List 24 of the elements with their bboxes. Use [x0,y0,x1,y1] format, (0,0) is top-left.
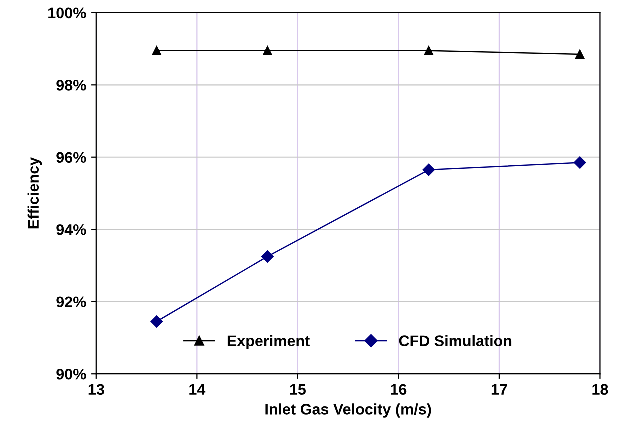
x-tick-label: 18 [592,384,608,396]
point [150,316,163,328]
point [422,164,436,176]
point [263,46,272,56]
point [152,46,162,56]
y-tick-label: 96% [56,152,86,164]
y-tick-label: 94% [56,224,86,236]
point [262,250,274,263]
x-tick-label: 15 [290,384,306,396]
y-tick-label: 90% [56,368,86,380]
x-tick-label: 13 [88,384,104,396]
y-axis-title: Efficiency [28,157,42,229]
y-tick-label: 100% [48,8,86,19]
x-tick-label: 16 [391,384,407,396]
point [576,50,585,59]
x-tick-label: 17 [492,384,508,395]
point [424,46,434,56]
point [574,156,586,169]
y-tick-label: 98% [56,80,86,91]
legend-label: CFD Simulation [399,335,512,346]
x-axis-title: Inlet Gas Velocity (m/s) [266,404,432,418]
legend-label: Experiment [228,335,310,350]
y-tick-label: 92% [56,296,86,308]
x-tick-label: 14 [190,384,206,395]
